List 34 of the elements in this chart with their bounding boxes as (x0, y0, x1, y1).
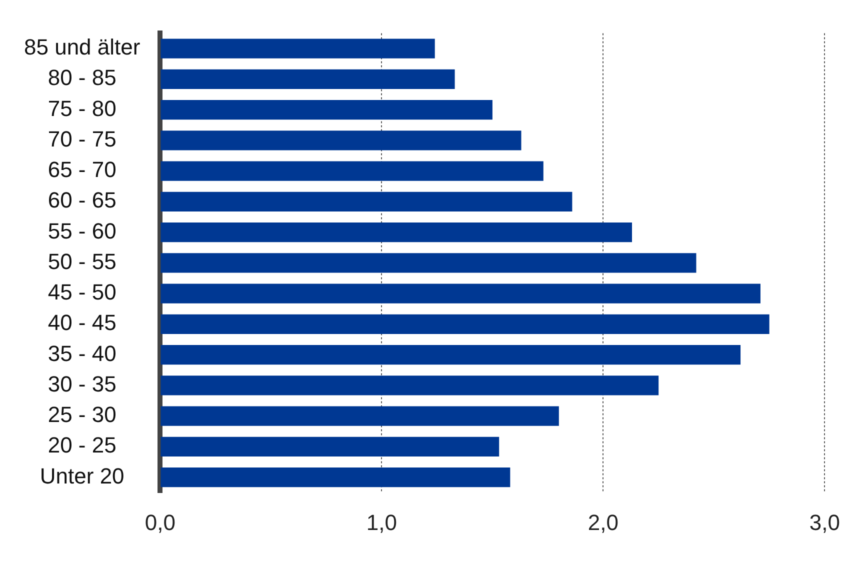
y-tick-label: 70 - 75 (48, 126, 116, 152)
bar (160, 314, 770, 334)
bar (160, 38, 435, 58)
bar (160, 406, 559, 426)
bar (160, 436, 500, 456)
y-tick-label: 20 - 25 (48, 432, 116, 458)
x-tick-label: 0,0 (144, 510, 176, 535)
bar (160, 100, 492, 120)
bar (160, 130, 522, 150)
y-tick-label: 25 - 30 (48, 402, 116, 428)
y-tick-label: 75 - 80 (48, 96, 116, 121)
y-tick-label: 80 - 85 (48, 65, 116, 90)
bar (160, 69, 455, 89)
y-tick-label: 30 - 35 (48, 371, 116, 396)
y-tick-label: 45 - 50 (48, 280, 116, 305)
bar (160, 253, 696, 273)
y-tick-label: 65 - 70 (48, 157, 116, 182)
y-tick-label: 85 und älter (24, 34, 140, 60)
y-tick-label: 35 - 40 (48, 340, 116, 366)
bar (160, 376, 659, 396)
bar (160, 192, 572, 212)
y-tick-label: 40 - 45 (48, 310, 116, 336)
bar (160, 222, 632, 242)
x-tick-label: 3,0 (809, 510, 840, 535)
x-tick-label: 1,0 (366, 510, 397, 535)
bar (160, 284, 760, 304)
y-tick-label: 55 - 60 (48, 218, 116, 244)
y-tick-label: 50 - 55 (48, 248, 116, 274)
y-tick-label: 60 - 65 (48, 188, 116, 213)
bar (160, 161, 544, 181)
x-tick-label: 2,0 (588, 510, 618, 535)
y-tick-label: Unter 20 (40, 463, 124, 488)
bar (160, 344, 741, 365)
bar (160, 467, 510, 488)
